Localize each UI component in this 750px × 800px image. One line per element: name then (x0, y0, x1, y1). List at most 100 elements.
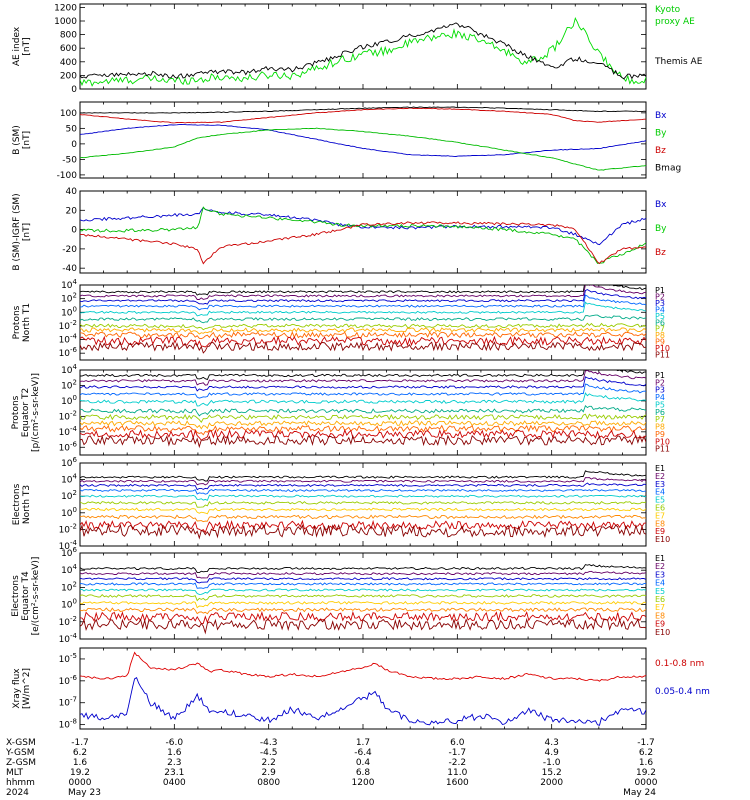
y-tick-label: 50 (66, 124, 78, 134)
legend-entry: Bmag (655, 164, 681, 174)
y-tick-label: 102 (61, 292, 77, 305)
y-axis-label: [p/(cm²-s-sr-keV)] (31, 373, 41, 452)
series-line-by (80, 127, 646, 171)
footer-value: 2.3 (167, 758, 181, 768)
y-tick-label: -20 (62, 245, 77, 255)
series-line-e9 (80, 519, 646, 534)
series-line-p4 (80, 383, 646, 399)
y-axis-label: Electrons (12, 483, 22, 525)
footer-value: 6.8 (356, 768, 371, 778)
y-tick-label: 106 (61, 456, 77, 469)
y-tick-label: 10-2 (59, 615, 77, 628)
legend-entry: P7 (655, 415, 665, 424)
y-tick-label: 10-4 (59, 539, 78, 552)
y-tick-label: 10-4 (59, 333, 78, 346)
legend-entry: P11 (655, 445, 670, 454)
footer-value: May 24 (623, 788, 656, 798)
legend-entry: E5 (655, 496, 665, 505)
y-axis-label: [nT] (22, 223, 32, 241)
footer-value: -6.4 (354, 748, 372, 758)
legend-entry: P10 (655, 437, 670, 446)
series-line-p7 (80, 322, 646, 331)
legend-entry: P8 (655, 423, 665, 432)
series-line-e4 (80, 582, 646, 589)
y-tick-label: 800 (60, 31, 77, 41)
series-line-0-05-0-4-nm (80, 677, 646, 726)
series-line-e5 (80, 494, 646, 501)
y-axis-label: Protons (11, 395, 21, 429)
legend-entry: Bz (655, 146, 666, 156)
legend-entry: Bx (655, 200, 667, 210)
y-tick-label: 10-2 (59, 522, 77, 535)
series-line-e6 (80, 500, 646, 508)
series-line-by (80, 206, 646, 264)
y-tick-label: 40 (66, 187, 78, 197)
series-line-e2 (80, 570, 646, 579)
y-axis-label: North T1 (22, 303, 32, 342)
legend-entry: P8 (655, 331, 665, 340)
footer-row-label: 2024 (6, 788, 29, 798)
series-line-p9 (80, 424, 646, 436)
y-tick-label: 0 (71, 85, 77, 95)
y-tick-label: 100 (60, 109, 77, 119)
series-line-p4 (80, 294, 646, 311)
series-line-p1 (80, 370, 646, 381)
legend-entry: E10 (655, 628, 670, 637)
y-tick-label: -100 (57, 171, 78, 181)
footer-value: 1600 (446, 778, 469, 788)
y-axis-label: North T3 (22, 485, 32, 524)
legend-entry: P1 (655, 286, 665, 295)
footer-ephemeris: X-GSMY-GSMZ-GSMMLThhmm2024-1.76.21.619.2… (5, 738, 658, 798)
footer-row-label: MLT (6, 768, 24, 778)
y-tick-label: 600 (60, 44, 77, 54)
footer-value: 1.7 (356, 738, 370, 748)
legend-entry: E4 (655, 488, 665, 497)
legend-entry: P4 (655, 393, 665, 402)
footer-value: 15.2 (542, 768, 562, 778)
footer-value: 6.2 (639, 748, 653, 758)
footer-value: 4.9 (545, 748, 560, 758)
y-tick-label: 10-4 (59, 425, 78, 438)
footer-value: 2.2 (262, 758, 276, 768)
footer-value: 0800 (257, 778, 280, 788)
series-line-p8 (80, 327, 646, 335)
y-tick-label: 100 (61, 394, 77, 407)
legend-entry: E3 (655, 570, 665, 579)
y-tick-label: 200 (60, 71, 77, 81)
y-tick-label: 104 (61, 563, 77, 576)
series-line-p10 (80, 335, 646, 348)
legend-entry: E10 (655, 535, 670, 544)
y-tick-label: 10-7 (59, 696, 77, 709)
series-line-bx (80, 124, 646, 157)
series-line-e3 (80, 482, 646, 491)
series-line-p2 (80, 285, 646, 300)
legend-entry: Bx (655, 111, 667, 121)
legend-entry: E1 (655, 554, 665, 563)
series-line-e7 (80, 600, 646, 609)
legend-entry: E8 (655, 519, 665, 528)
legend-entry: E7 (655, 511, 665, 520)
legend-entry: Kyoto (655, 5, 681, 15)
y-tick-label: 104 (61, 278, 77, 291)
y-tick-label: 0 (71, 226, 77, 236)
footer-value: -4.5 (260, 748, 278, 758)
series-line-e1 (80, 564, 646, 574)
legend-entry: By (655, 224, 667, 234)
y-tick-label: 10-6 (59, 440, 78, 453)
y-axis-label: Equator T2 (21, 388, 31, 437)
series-line-e9 (80, 610, 646, 624)
y-axis-label: [nT] (22, 37, 32, 55)
series-line-p10 (80, 429, 646, 441)
footer-value: 1.6 (639, 758, 654, 768)
legend-entry: P6 (655, 318, 665, 327)
footer-value: May 23 (68, 788, 101, 798)
y-tick-label: 400 (60, 58, 77, 68)
series-line-themis-ae (80, 22, 646, 80)
legend-entry: E7 (655, 603, 665, 612)
footer-value: -2.2 (449, 758, 467, 768)
legend-entry: P5 (655, 312, 665, 321)
legend-entry: E5 (655, 587, 665, 596)
footer-value: 4.3 (545, 738, 559, 748)
footer-row-label: X-GSM (6, 738, 36, 748)
legend-entry: E6 (655, 595, 665, 604)
